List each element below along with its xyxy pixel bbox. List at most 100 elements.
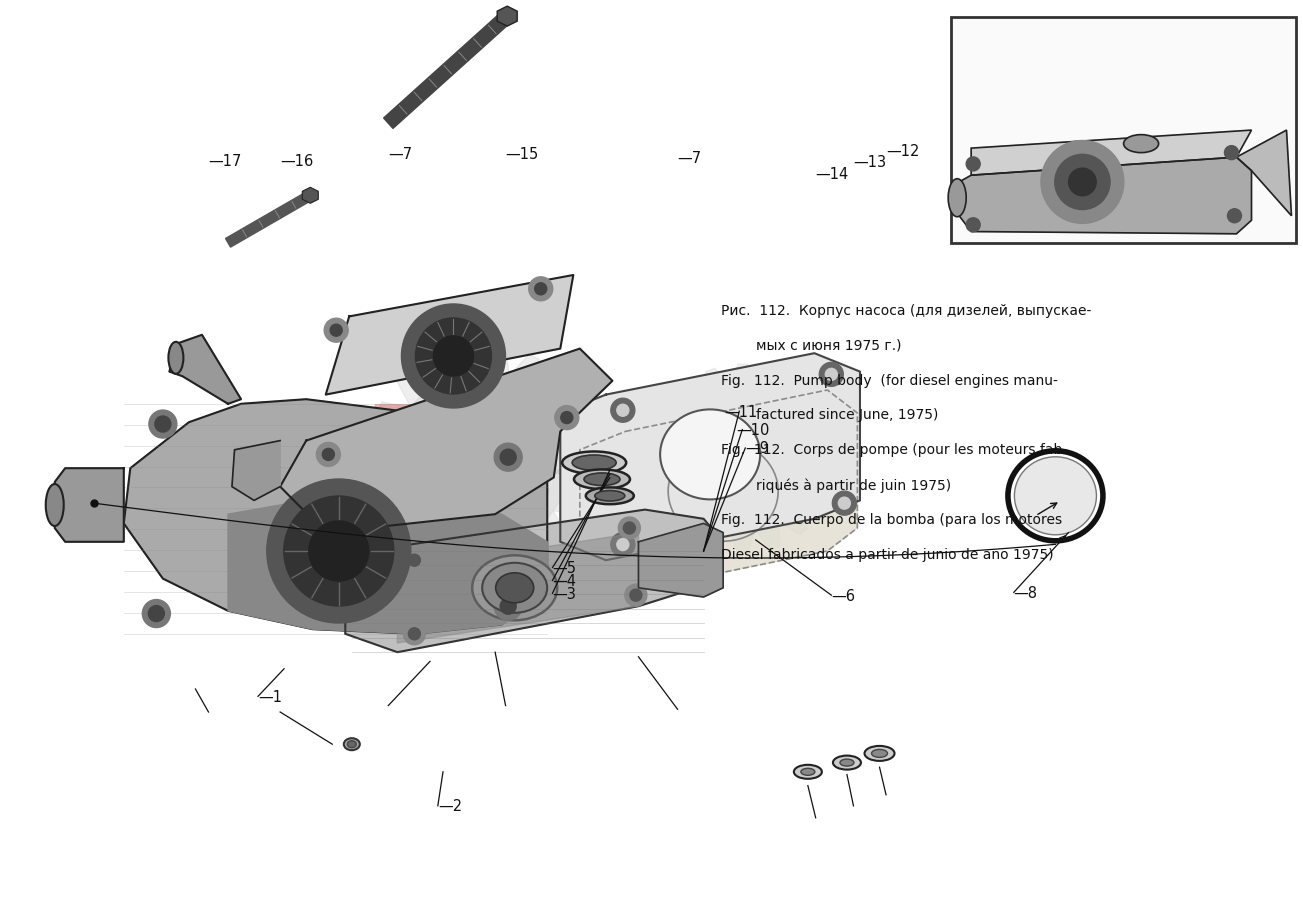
Circle shape [394,371,571,548]
Ellipse shape [661,410,760,500]
Circle shape [416,319,491,394]
Ellipse shape [833,755,861,770]
Circle shape [619,517,640,539]
Ellipse shape [594,491,625,502]
Polygon shape [345,510,723,652]
Circle shape [611,533,635,557]
Circle shape [560,412,573,425]
Circle shape [1227,210,1242,223]
Polygon shape [397,533,638,643]
Polygon shape [1237,130,1291,217]
Circle shape [1225,146,1238,161]
Text: —4: —4 [552,573,576,588]
Circle shape [149,606,164,622]
Circle shape [404,550,425,572]
Circle shape [534,283,547,296]
Text: запчасти: запчасти [360,459,618,506]
Circle shape [324,319,348,343]
Text: factured since June, 1975): factured since June, 1975) [721,408,938,422]
Text: —8: —8 [1014,585,1037,600]
Ellipse shape [1015,458,1096,535]
Circle shape [616,539,629,551]
Circle shape [317,443,340,467]
Circle shape [330,324,343,337]
Circle shape [611,399,635,423]
Circle shape [142,600,171,628]
Circle shape [838,497,851,510]
Text: —17: —17 [208,153,242,168]
Polygon shape [169,335,241,404]
Text: —2: —2 [438,799,463,813]
Circle shape [401,304,506,409]
Ellipse shape [584,473,620,486]
Polygon shape [228,501,547,634]
Text: riqués à partir de juin 1975): riqués à partir de juin 1975) [721,478,951,493]
Ellipse shape [562,452,627,474]
Text: —15: —15 [506,147,539,162]
Circle shape [820,363,843,387]
Text: мых с июня 1975 г.): мых с июня 1975 г.) [721,338,902,352]
Text: —7: —7 [388,147,413,162]
Ellipse shape [949,179,967,218]
Text: —12: —12 [886,144,920,159]
Polygon shape [560,354,860,561]
Circle shape [718,435,767,484]
Ellipse shape [472,556,558,620]
Ellipse shape [801,768,814,776]
Text: —7: —7 [678,151,702,165]
Circle shape [529,278,552,301]
Polygon shape [55,469,124,542]
Text: —11: —11 [724,404,758,419]
Text: —13: —13 [853,155,886,170]
Ellipse shape [872,750,887,757]
Ellipse shape [46,484,64,527]
Polygon shape [383,12,512,130]
Circle shape [408,554,421,567]
Text: Diesel fabricados a partir de junio de ano 1975): Diesel fabricados a partir de junio de a… [721,548,1053,562]
Polygon shape [302,188,318,204]
Circle shape [1041,142,1123,224]
Text: техно: техно [370,388,607,458]
Circle shape [616,404,629,417]
Ellipse shape [586,488,633,505]
Circle shape [825,369,838,381]
Text: —10: —10 [736,423,770,437]
Polygon shape [498,7,517,27]
Polygon shape [367,346,597,573]
Circle shape [555,406,579,430]
Polygon shape [959,158,1251,234]
Ellipse shape [482,563,547,613]
Ellipse shape [575,470,629,490]
Ellipse shape [794,765,822,779]
Circle shape [322,448,335,461]
Circle shape [494,593,523,620]
Circle shape [833,492,856,516]
Text: —1: —1 [258,689,281,704]
Text: Fig.  112.  Pump body  (for diesel engines manu-: Fig. 112. Pump body (for diesel engines … [721,373,1058,387]
Ellipse shape [495,573,534,603]
Circle shape [500,449,516,466]
Ellipse shape [864,746,895,761]
Circle shape [155,416,171,433]
Circle shape [452,429,512,490]
Bar [951,18,1296,244]
Circle shape [625,584,646,607]
Circle shape [1068,169,1096,197]
Circle shape [309,521,369,582]
Text: —9: —9 [745,441,769,456]
Text: —3: —3 [552,586,576,601]
Polygon shape [232,441,280,501]
Text: —14: —14 [816,167,850,182]
Ellipse shape [344,738,360,751]
Circle shape [500,598,516,615]
Circle shape [149,411,177,438]
Circle shape [434,336,473,377]
Polygon shape [638,524,723,597]
Polygon shape [649,365,837,554]
Circle shape [494,444,523,471]
Ellipse shape [840,759,853,766]
Circle shape [671,388,814,531]
Circle shape [408,628,421,641]
Ellipse shape [1123,135,1158,153]
Circle shape [967,158,980,172]
